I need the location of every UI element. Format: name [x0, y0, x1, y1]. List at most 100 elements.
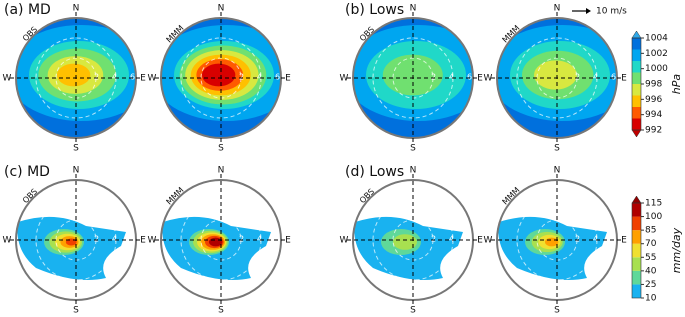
field: [207, 68, 228, 82]
colorbar-band: [632, 230, 641, 244]
compass-n: N: [218, 4, 225, 14]
colorbar-tick-label: 55: [645, 253, 656, 263]
colorbar-end: [631, 195, 642, 204]
ring-label: 4: [593, 73, 598, 82]
field: [545, 237, 559, 247]
compass-s: S: [554, 306, 560, 316]
compass-s: S: [410, 306, 416, 316]
compass-e: E: [285, 74, 291, 84]
ring-label: 2: [94, 235, 99, 244]
colorbar-tick-label: 70: [645, 239, 657, 249]
colorbar-band: [632, 95, 641, 107]
ring-label: 2: [94, 73, 99, 82]
compass-n: N: [410, 4, 417, 14]
colorbar-band: [632, 61, 641, 73]
colorbar-band: [632, 118, 641, 130]
colorbar-tick-label: 100: [645, 212, 662, 222]
ring-label: 4: [593, 235, 598, 244]
colorbar-band: [632, 216, 641, 231]
colorbar-band: [632, 243, 641, 258]
field: [393, 234, 417, 250]
colorbar-band: [632, 49, 641, 61]
colorbar-tick-label: 1002: [645, 49, 668, 59]
panel-label: (a) MD: [4, 2, 51, 18]
compass-s: S: [410, 144, 416, 154]
compass-e: E: [477, 236, 483, 246]
compass-n: N: [554, 4, 561, 14]
field: [534, 60, 577, 90]
ring-label: 4: [112, 73, 117, 82]
compass-s: S: [554, 144, 560, 154]
panel-label: (c) MD: [4, 164, 50, 180]
colorbar-band: [632, 107, 641, 119]
colorbar-tick-label: 994: [645, 110, 662, 120]
ring-label: 2: [431, 73, 436, 82]
ring-label: 4: [112, 235, 117, 244]
compass-w: W: [340, 236, 349, 246]
arrow-head: [586, 8, 591, 14]
compass-s: S: [73, 306, 79, 316]
compass-w: W: [148, 74, 157, 84]
compass-s: S: [218, 306, 224, 316]
colorbar-tick-label: 115: [645, 199, 662, 209]
compass-w: W: [484, 74, 493, 84]
colorbar-tick-label: 85: [645, 226, 656, 236]
ring-label: 4: [257, 235, 262, 244]
compass-n: N: [73, 166, 80, 176]
map: [497, 18, 617, 138]
colorbar-end: [631, 129, 642, 138]
compass-e: E: [140, 236, 146, 246]
colorbar-band: [632, 38, 641, 50]
ring-label: 2: [575, 235, 580, 244]
ring-label: 4: [257, 73, 262, 82]
compass-w: W: [340, 74, 349, 84]
ring-label: 6: [467, 73, 472, 82]
compass-w: W: [484, 236, 493, 246]
panel-label: (b) Lows: [345, 2, 404, 18]
compass-e: E: [621, 236, 627, 246]
compass-s: S: [73, 144, 79, 154]
colorbar-tick-label: 996: [645, 95, 662, 105]
colorbar-tick-label: 1004: [645, 34, 668, 44]
colorbar-band: [632, 270, 641, 285]
compass-e: E: [477, 74, 483, 84]
colorbar-end: [631, 30, 642, 39]
ring-label: 4: [449, 235, 454, 244]
colorbar-tick-label: 25: [645, 280, 656, 290]
colorbar-tick-label: 998: [645, 80, 662, 90]
ring-label: 6: [611, 235, 616, 244]
compass-s: S: [218, 144, 224, 154]
colorbar-tick-label: 992: [645, 126, 662, 136]
compass-n: N: [410, 166, 417, 176]
field: [57, 63, 91, 87]
ring-label: 2: [239, 73, 244, 82]
ring-label: 6: [275, 235, 280, 244]
compass-e: E: [285, 236, 291, 246]
ring-label: 6: [467, 235, 472, 244]
compass-w: W: [3, 236, 12, 246]
colorbar-band: [632, 203, 641, 217]
colorbar-unit: hPa: [670, 74, 683, 95]
map: [353, 180, 473, 300]
field: [213, 239, 221, 245]
compass-e: E: [621, 74, 627, 84]
colorbar-frame: [631, 202, 642, 299]
reference-label: 10 m/s: [596, 7, 627, 17]
ring-label: 2: [431, 235, 436, 244]
ring-label: 6: [130, 73, 135, 82]
colorbar-band: [632, 72, 641, 84]
ring-label: 6: [611, 73, 616, 82]
map: [161, 18, 281, 138]
compass-n: N: [73, 4, 80, 14]
colorbar-tick-label: 1000: [645, 64, 668, 74]
colorbar-unit: mm/day: [670, 227, 683, 273]
ring-label: 6: [130, 235, 135, 244]
ring-label: 2: [575, 73, 580, 82]
colorbar-band: [632, 84, 641, 96]
colorbar-band: [632, 284, 641, 298]
ring-label: 4: [449, 73, 454, 82]
compass-n: N: [218, 166, 225, 176]
compass-n: N: [554, 166, 561, 176]
ring-label: 6: [275, 73, 280, 82]
